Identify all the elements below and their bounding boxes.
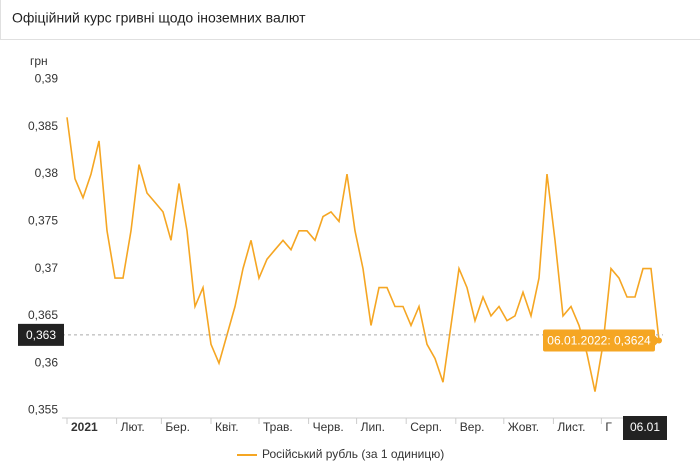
crosshair-x-label: 06.01 — [630, 420, 660, 434]
crosshair-x-box — [623, 416, 667, 440]
x-tick-label: Серп. — [410, 420, 442, 434]
y-tick-label: 0,385 — [28, 119, 58, 133]
x-tick-label: Квіт. — [215, 420, 239, 434]
tooltip-text: 06.01.2022: 0,3624 — [547, 334, 651, 348]
tooltip-box — [543, 329, 655, 352]
y-tick-label: 0,37 — [35, 261, 59, 275]
x-tick-label: Трав. — [263, 420, 293, 434]
x-tick-label: Жовт. — [508, 420, 539, 434]
y-tick-label: 0,355 — [28, 403, 58, 417]
y-tick-label: 0,36 — [35, 355, 59, 369]
chart-title: Офіційний курс гривні щодо іноземних вал… — [12, 10, 306, 26]
x-tick-label: Лют. — [121, 420, 145, 434]
crosshair-y-box — [18, 323, 64, 346]
y-tick-label: 0,365 — [28, 308, 58, 322]
y-tick-label: 0,375 — [28, 214, 58, 228]
y-unit: грн — [30, 54, 48, 68]
x-tick-label: Г — [605, 420, 612, 434]
y-tick-label: 0,38 — [35, 166, 59, 180]
x-tick-label: Лист. — [557, 420, 585, 434]
series-line — [66, 117, 660, 392]
crosshair-y-label: 0,363 — [26, 328, 56, 342]
x-tick-label: 2021 — [71, 420, 98, 434]
tooltip-point — [656, 337, 662, 344]
x-tick-label: Бер. — [165, 420, 190, 434]
legend-label: Російський рубль (за 1 одиницю) — [262, 447, 444, 461]
x-tick-label: Вер. — [460, 420, 485, 434]
y-tick-label: 0,39 — [35, 72, 59, 86]
x-tick-label: Черв. — [313, 420, 344, 434]
x-tick-label: Лип. — [361, 420, 385, 434]
